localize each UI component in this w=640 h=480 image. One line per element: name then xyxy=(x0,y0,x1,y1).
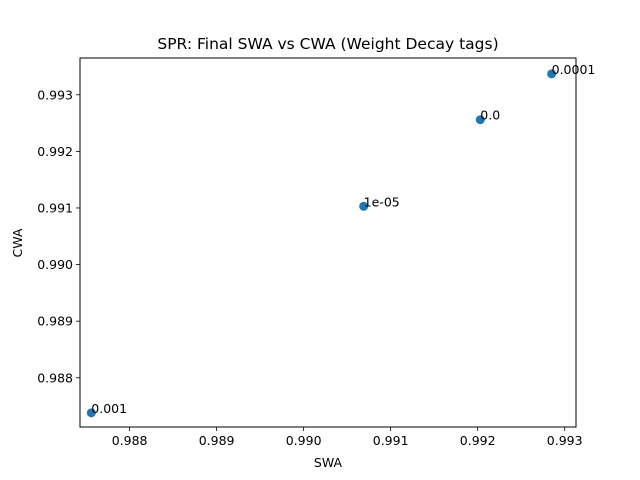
x-tick-label: 0.991 xyxy=(373,433,409,448)
y-tick-label: 0.992 xyxy=(37,144,73,159)
y-axis-ticks: 0.988 0.989 0.990 0.991 0.992 0.993 xyxy=(37,87,80,385)
scatter-point xyxy=(547,69,557,79)
y-axis-label: CWA xyxy=(10,228,25,257)
point-annotation: 0.001 xyxy=(91,401,127,416)
x-tick-label: 0.990 xyxy=(286,433,322,448)
chart-title: SPR: Final SWA vs CWA (Weight Decay tags… xyxy=(157,35,498,53)
x-axis-label: SWA xyxy=(314,455,343,470)
point-annotation: 0.0 xyxy=(480,108,500,123)
point-annotation: 1e-05 xyxy=(364,194,400,209)
scatter-point xyxy=(359,201,369,211)
scatter-marks: 0.001 1e-05 0.0 0.0001 xyxy=(86,62,596,418)
y-tick-label: 0.989 xyxy=(37,314,73,329)
point-annotation: 0.0001 xyxy=(552,62,596,77)
x-tick-label: 0.993 xyxy=(547,433,583,448)
y-tick-label: 0.993 xyxy=(37,87,73,102)
scatter-point xyxy=(475,115,485,125)
y-tick-label: 0.990 xyxy=(37,257,73,272)
x-axis-ticks: 0.988 0.989 0.990 0.991 0.992 0.993 xyxy=(112,427,583,448)
x-tick-label: 0.992 xyxy=(460,433,496,448)
plot-frame xyxy=(79,57,577,428)
y-tick-label: 0.991 xyxy=(37,200,73,215)
x-tick-label: 0.988 xyxy=(112,433,148,448)
x-tick-label: 0.989 xyxy=(199,433,235,448)
scatter-point xyxy=(86,408,96,418)
y-tick-label: 0.988 xyxy=(37,370,73,385)
